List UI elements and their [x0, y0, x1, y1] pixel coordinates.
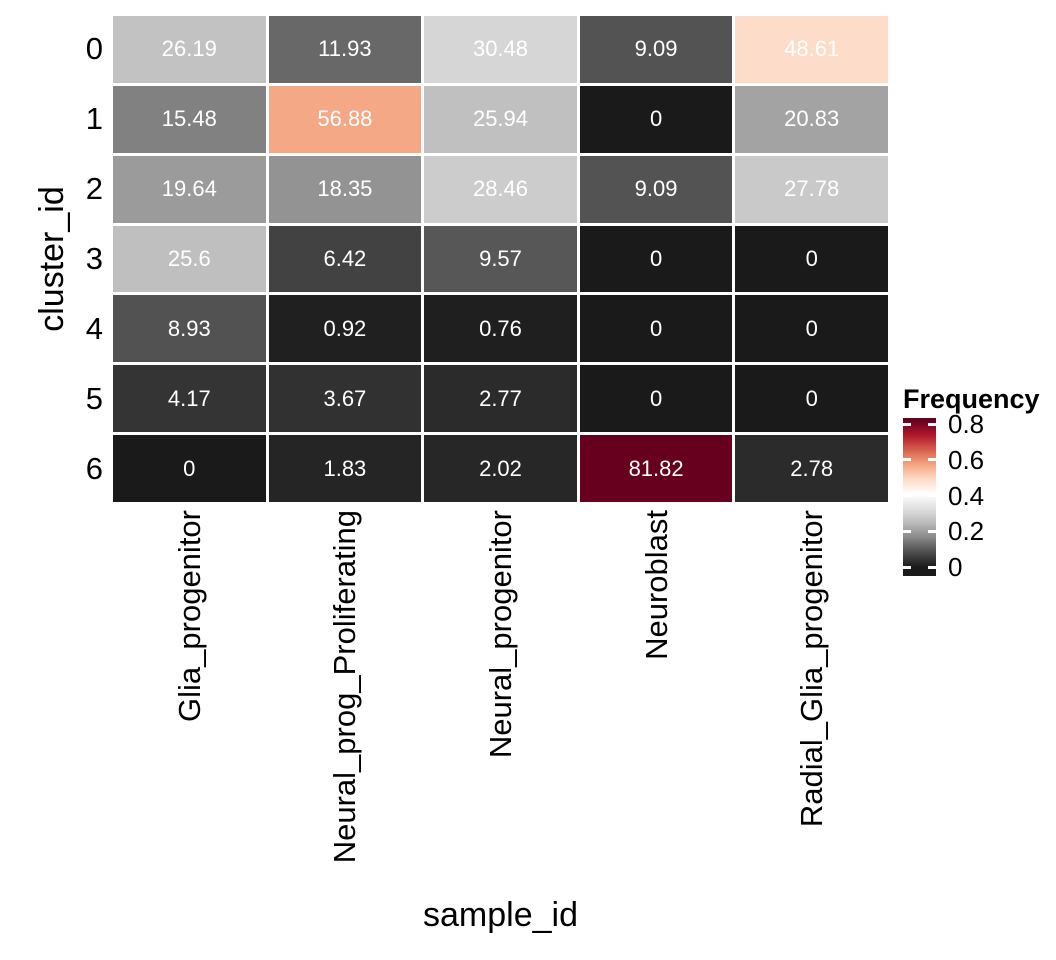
legend-tick-mark — [928, 529, 936, 533]
heatmap-cell: 6.42 — [268, 225, 422, 293]
heatmap-grid: 26.19 11.93 30.48 9.09 48.61 15.48 56.88 25.94 0… — [113, 16, 888, 502]
heatmap-cell: 26.19 — [113, 16, 266, 83]
heatmap-cell: 0 — [579, 295, 733, 363]
heatmap-cell: 19.64 — [113, 155, 266, 223]
x-tick-label: Neural_prog_Proliferating — [327, 510, 363, 864]
heatmap-cell: 4.17 — [113, 365, 266, 433]
heatmap-cell: 0 — [579, 365, 733, 433]
legend-tick-mark — [903, 494, 911, 497]
heatmap-cell: 0 — [735, 365, 888, 433]
heatmap-cell: 0 — [735, 225, 888, 293]
heatmap-cell: 2.77 — [424, 365, 577, 433]
heatmap-cell: 8.93 — [113, 295, 266, 363]
heatmap-cell: 2.02 — [424, 435, 577, 502]
heatmap-cell: 48.61 — [735, 16, 888, 83]
heatmap-cell: 9.09 — [579, 16, 733, 83]
legend-tick-label: 0.8 — [948, 409, 985, 439]
y-tick-label: 4 — [85, 310, 103, 346]
heatmap-cell: 11.93 — [268, 16, 422, 83]
legend-tick-label: 0 — [948, 552, 963, 582]
heatmap-cell: 3.67 — [268, 365, 422, 433]
legend-tick-label: 0.6 — [948, 444, 985, 475]
legend-frequency: Frequency 0.8 0.6 0.4 0.2 0 — [903, 384, 1056, 599]
heatmap-cell: 25.94 — [424, 85, 577, 153]
y-tick-label: 0 — [85, 31, 103, 67]
legend-tick-mark — [928, 422, 936, 426]
heatmap-cell: 81.82 — [579, 435, 733, 502]
legend-tick-mark — [903, 529, 911, 533]
y-tick-label: 1 — [85, 101, 103, 137]
x-tick-label: Neuroblast — [638, 510, 674, 660]
heatmap-cell: 15.48 — [113, 85, 266, 153]
x-tick-label: Neural_progenitor — [483, 510, 518, 759]
legend-tick-label: 0.2 — [948, 516, 985, 547]
legend-tick-mark — [928, 565, 936, 569]
heatmap-cell: 0 — [113, 435, 266, 502]
heatmap-cell: 9.57 — [424, 225, 577, 293]
heatmap-cell: 30.48 — [424, 16, 577, 83]
heatmap-cell: 0.76 — [424, 295, 577, 363]
y-tick-label: 3 — [85, 241, 103, 276]
legend-tick-mark — [903, 458, 911, 462]
legend-tick-mark — [928, 494, 936, 497]
heatmap-cell: 0 — [579, 85, 733, 153]
legend-tick-label: 0.4 — [948, 480, 985, 511]
y-tick-label: 2 — [85, 171, 103, 207]
heatmap-cell: 9.09 — [579, 155, 733, 223]
heatmap-cell: 2.78 — [735, 435, 888, 502]
x-axis-title: sample_id — [423, 896, 578, 934]
legend-title: Frequency — [903, 384, 1040, 414]
heatmap-cell: 0.92 — [268, 295, 422, 363]
heatmap-cell: 20.83 — [735, 85, 888, 153]
x-tick-label: Glia_progenitor — [171, 510, 207, 722]
legend-colorbar — [903, 418, 936, 576]
heatmap-cell: 27.78 — [735, 155, 888, 223]
y-tick-label: 6 — [85, 450, 103, 486]
legend-tick-mark — [903, 422, 911, 426]
heatmap-cell: 28.46 — [424, 155, 577, 223]
legend-tick-mark — [928, 458, 936, 462]
x-tick-label: Radial_Glia_progenitor — [794, 510, 830, 828]
legend-tick-mark — [903, 565, 911, 569]
heatmap-cell: 0 — [579, 225, 733, 293]
heatmap-cell: 18.35 — [268, 155, 422, 223]
y-tick-label: 5 — [85, 380, 103, 416]
heatmap-cell: 25.6 — [113, 225, 266, 293]
heatmap-cell: 0 — [735, 295, 888, 363]
heatmap-cell: 56.88 — [268, 85, 422, 153]
heatmap-cell: 1.83 — [268, 435, 422, 502]
